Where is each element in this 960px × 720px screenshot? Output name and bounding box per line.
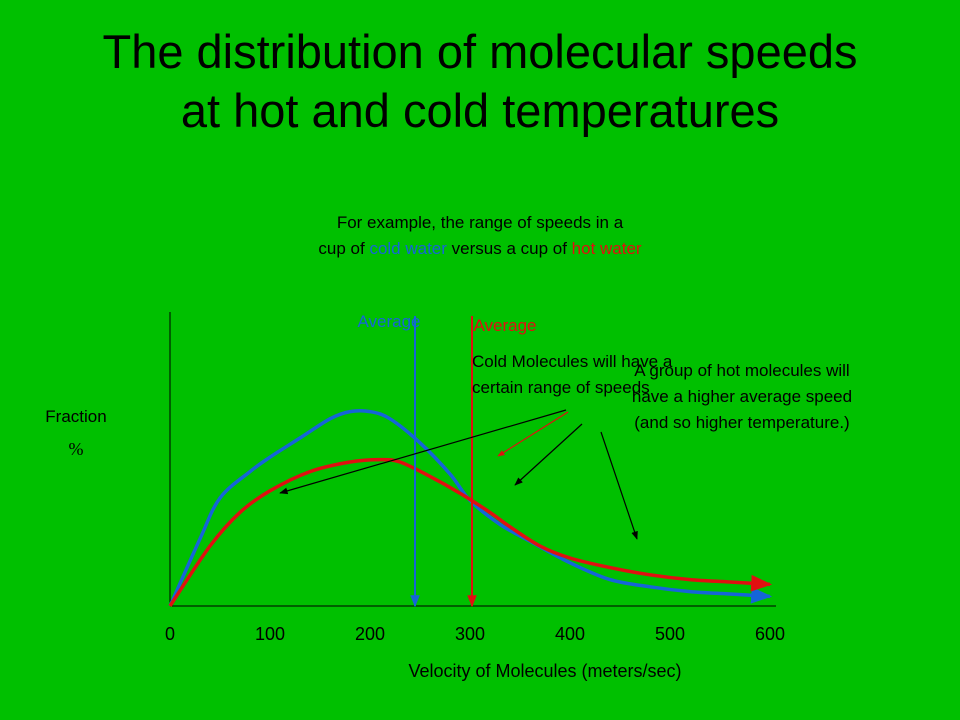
x-tick-label: 400 (555, 624, 585, 644)
hot-annotation-line: have a higher average speed (632, 387, 852, 406)
cold-series-line (168, 408, 773, 607)
cold-average-label: Average (357, 312, 420, 331)
subtitle-line-2: cup of cold water versus a cup of hot wa… (230, 236, 730, 262)
subtitle-hot: hot water (571, 239, 642, 258)
x-tick-label: 200 (355, 624, 385, 644)
hot-series-line (168, 457, 773, 607)
subtitle: For example, the range of speeds in a cu… (230, 210, 730, 262)
cold-annotation-line: Cold Molecules will have a (472, 352, 673, 371)
subtitle-pre: cup of (318, 239, 370, 258)
subtitle-mid: versus a cup of (446, 239, 572, 258)
y-axis-label: Fraction (45, 407, 106, 426)
cold-pointer-arrow (279, 409, 567, 495)
x-tick-label: 500 (655, 624, 685, 644)
y-axis-unit: % (69, 439, 84, 459)
hot-annotation-line: (and so higher temperature.) (634, 413, 849, 432)
cold-annotation-line: certain range of speeds (472, 378, 650, 397)
x-tick-label: 0 (165, 624, 175, 644)
x-tick-label: 600 (755, 624, 785, 644)
subtitle-cold: cold water (369, 239, 447, 258)
page-title: The distribution of molecular speeds at … (102, 25, 858, 137)
x-tick-label: 300 (455, 624, 485, 644)
hot-pointer-arrow-1 (514, 423, 583, 486)
hot-pointer-arrow-2 (600, 431, 638, 540)
cold-pointer-arrow-red (497, 411, 569, 457)
x-axis-label: Velocity of Molecules (meters/sec) (408, 661, 681, 681)
x-tick-label: 100 (255, 624, 285, 644)
subtitle-line-1: For example, the range of speeds in a (336, 213, 624, 232)
hot-annotation-line: A group of hot molecules will (634, 361, 849, 380)
hot-average-label: Average (473, 316, 536, 335)
